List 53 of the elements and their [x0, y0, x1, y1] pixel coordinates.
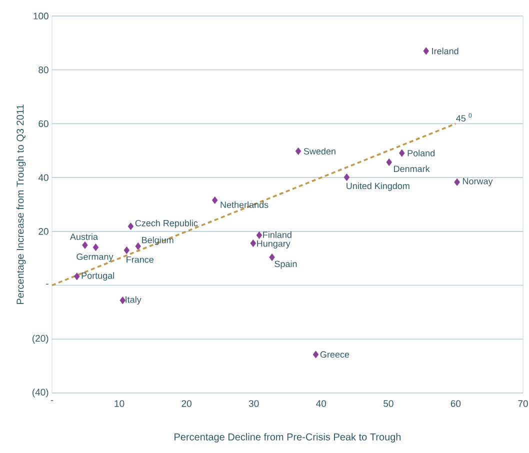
x-tick-label: -	[50, 400, 54, 401]
point	[92, 244, 99, 252]
x-tick-label: 30	[248, 400, 259, 407]
y-tick-label: -	[46, 284, 48, 285]
point	[250, 239, 256, 248]
y-tick-label: 40	[38, 174, 48, 181]
x-tick-label: 10	[114, 400, 124, 407]
y-tick-label: (40)	[32, 388, 48, 398]
annotation: Denmark	[394, 165, 430, 172]
annotation: Ireland	[432, 48, 458, 54]
annotation: Portugal	[82, 272, 114, 281]
y-tick-label: (20)	[32, 334, 48, 344]
annotation: Finland	[263, 231, 292, 238]
annotation: Hungary	[257, 240, 290, 249]
point	[295, 147, 302, 155]
point	[212, 196, 218, 204]
y-axis-title: Percentage Increase from Trough to Q3 2011	[16, 104, 26, 304]
point	[344, 174, 350, 182]
x-tick-label: 70	[518, 400, 528, 407]
y-tick-label: 100	[34, 12, 48, 20]
point	[386, 158, 392, 166]
annotation: Austria	[70, 233, 98, 240]
annotation: Italy	[126, 296, 142, 305]
annotation: Greece	[320, 351, 350, 358]
point	[269, 253, 275, 262]
point	[74, 272, 80, 280]
point	[120, 296, 126, 304]
annotation: Czech Republic	[135, 220, 198, 228]
point	[128, 222, 134, 230]
y-tick-label: 60	[38, 120, 48, 128]
annotation: 45 $^{0}$	[456, 113, 472, 122]
annotation: United Kingdom	[346, 182, 410, 191]
point	[256, 231, 262, 239]
point	[312, 350, 319, 358]
point	[135, 242, 142, 250]
y-tick-label: 80	[38, 66, 48, 74]
annotation: Poland	[408, 150, 435, 156]
y-tick-label: 20	[38, 228, 48, 235]
point	[398, 149, 405, 157]
x-tick-label: 60	[450, 400, 461, 407]
x-tick-label: 50	[384, 400, 394, 407]
point	[124, 246, 130, 254]
x-axis-title: Percentage Decline from Pre-Crisis Peak to Trough	[174, 433, 401, 442]
point	[82, 241, 88, 249]
point	[423, 47, 430, 55]
annotation: Spain	[274, 260, 297, 269]
point	[454, 178, 460, 186]
annotation: France	[126, 256, 154, 263]
annotation: Germany	[76, 254, 114, 262]
x-tick-label: 20	[182, 400, 192, 407]
annotation: Sweden	[304, 148, 336, 154]
annotation: Norway	[462, 178, 493, 186]
x-tick-label: 40	[316, 400, 326, 407]
